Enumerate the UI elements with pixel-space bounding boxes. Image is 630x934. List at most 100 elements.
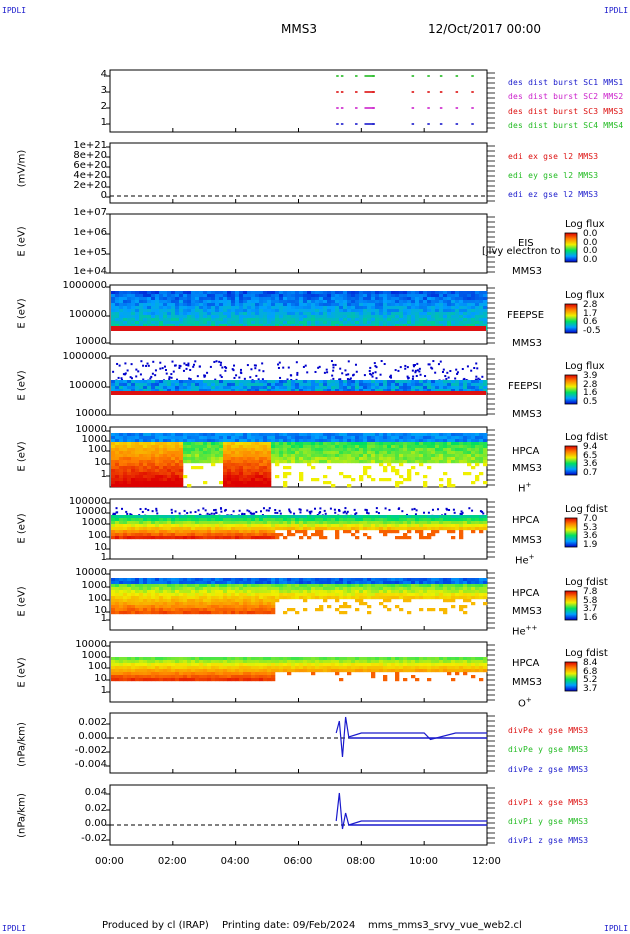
hpca_h-spectrum-cell	[367, 454, 372, 458]
hpca_he-spectrum-cell	[363, 521, 368, 525]
feepse-spectrum-cell	[459, 321, 464, 325]
feepse-spectrum-cell	[427, 321, 432, 325]
hpca_hepp-spectrum-cell	[247, 608, 252, 612]
hpca_hepp-spectrum-cell	[223, 593, 228, 597]
corner-label-top-left: IPDLI	[2, 6, 27, 15]
hpca_he-spectrum-cell	[199, 515, 204, 519]
hpca_hepp-spectrum-cell	[167, 590, 172, 594]
feepse-spectrum-cell	[183, 291, 188, 295]
hpca_hepp-spectrum-cell	[299, 581, 304, 585]
hpca_h-spectrum-cell	[171, 457, 176, 461]
hpca_h-spectrum-cell	[447, 484, 452, 488]
hpca_h-spectrum-cell	[203, 451, 208, 455]
feepsi-spectrum-cell	[331, 374, 334, 377]
hpca_h-spectrum-cell	[199, 448, 204, 452]
hpca_h-spectrum-cell	[143, 475, 148, 479]
hpca_h-spectrum-cell	[183, 442, 188, 446]
feepsi-spectrum-cell	[339, 386, 344, 390]
hpca_he-spectrum-cell	[175, 527, 180, 531]
hpca_he-spectrum-cell	[439, 524, 444, 528]
feepse-spectrum-cell	[163, 309, 168, 313]
hpca_he-spectrum-cell	[279, 533, 284, 537]
hpca_hepp-spectrum-cell	[147, 611, 152, 615]
hpca_h-spectrum-cell	[295, 442, 300, 446]
feepse-spectrum-cell	[435, 309, 440, 313]
hpca_h-spectrum-cell	[259, 448, 264, 452]
hpca_h-spectrum-cell	[183, 475, 188, 479]
hpca_hepp-spectrum-cell	[391, 596, 396, 600]
hpca_h-spectrum-cell	[239, 436, 244, 440]
hpca_h-spectrum-cell	[239, 439, 244, 443]
feepsi-spectrum-cell	[463, 389, 468, 393]
hpca_h-spectrum-cell	[183, 439, 188, 443]
hpca_he-spectrum-cell	[343, 515, 348, 519]
feepsi-spectrum-cell	[379, 380, 384, 384]
hpca_he-spectrum-cell	[307, 515, 312, 519]
feepse-spectrum-cell	[451, 294, 456, 298]
hpca_he-spectrum-cell	[179, 521, 184, 525]
feepsi-spectrum-cell	[227, 383, 232, 387]
feepsi-spectrum-cell	[363, 374, 366, 377]
hpca_hepp-spectrum-cell	[171, 584, 176, 588]
hpca_h-spectrum-cell	[143, 433, 148, 437]
hpca_he-spectrum-cell	[271, 518, 276, 522]
hpca_h-spectrum-cell	[359, 448, 364, 452]
hpca_hepp-spectrum-cell	[151, 584, 156, 588]
hpca_hepp-spectrum-cell	[399, 587, 404, 591]
feepsi-spectrum-cell	[339, 389, 344, 393]
feepse-spectrum-cell	[279, 294, 284, 298]
hpca_h-spectrum-cell	[391, 460, 396, 464]
hpca_h-spectrum-cell	[399, 451, 404, 455]
hpca_hepp-spectrum-cell	[327, 590, 332, 594]
hpca_h-spectrum-cell	[323, 442, 328, 446]
feepse-spectrum-cell	[475, 303, 480, 307]
feepse-spectrum-cell	[143, 291, 148, 295]
hpca_hepp-spectrum-cell	[163, 590, 168, 594]
feepsi-spectrum-cell	[131, 383, 136, 387]
hpca_h-spectrum-cell	[187, 448, 192, 452]
hpca_h-spectrum-cell	[395, 460, 400, 464]
feepse-spectrum-cell	[463, 312, 468, 316]
hpca_he-spectrum-cell	[263, 524, 268, 528]
hpca_h-spectrum-cell	[115, 469, 120, 473]
hpca_h-spectrum-cell	[187, 484, 192, 488]
hpca_he-spectrum-cell	[383, 530, 388, 534]
hpca_he-spectrum-cell	[451, 527, 456, 531]
hpca_hepp-spectrum-cell	[247, 599, 252, 603]
hpca_he-spectrum-cell	[279, 524, 284, 528]
hpca_he-spectrum-cell	[271, 530, 276, 534]
feepse-spectrum-cell	[179, 312, 184, 316]
hpca_hepp-spectrum-cell	[247, 587, 252, 591]
hpca_hepp-spectrum-cell	[203, 590, 208, 594]
hpca_h-spectrum-cell	[267, 478, 272, 482]
hpca-he-spectrum-cell	[308, 510, 311, 513]
hpca_h-spectrum-cell	[287, 436, 292, 440]
feepse-spectrum-cell	[387, 294, 392, 298]
hpca_hepp-spectrum-cell	[119, 596, 124, 600]
hpca_h-spectrum-cell	[251, 451, 256, 455]
hpca_he-spectrum-cell	[399, 515, 404, 519]
hpca_h-spectrum-cell	[483, 439, 488, 443]
hpca_he-spectrum-cell	[431, 518, 436, 522]
hpca_hepp-spectrum-cell	[199, 599, 204, 603]
hpca_he-spectrum-cell	[163, 518, 168, 522]
hpca_hepp-spectrum-cell	[207, 584, 212, 588]
hpca_h-spectrum-cell	[219, 481, 224, 485]
hpca_hepp-spectrum-cell	[211, 581, 216, 585]
feepse-spectrum-cell	[391, 312, 396, 316]
hpca_h-spectrum-cell	[155, 448, 160, 452]
feepsi-spectrum-cell	[399, 389, 404, 393]
hpca_he-spectrum-cell	[239, 533, 244, 537]
feepse-spectrum-cell	[479, 291, 484, 295]
feepsi-spectrum-cell	[267, 383, 272, 387]
hpca_he-spectrum-cell	[195, 530, 200, 534]
hpca_he-spectrum-cell	[243, 518, 248, 522]
feepsi-spectrum-cell	[112, 370, 115, 373]
feepsi-spectrum-cell	[416, 369, 419, 372]
feepsi-spectrum-cell	[224, 369, 227, 372]
feepsi-spectrum-cell	[455, 368, 458, 371]
hpca-he-spectrum-cell	[139, 508, 142, 511]
hpca_he-spectrum-cell	[115, 521, 120, 525]
feepse-spectrum-cell	[307, 309, 312, 313]
feepsi-spectrum-cell	[247, 380, 252, 384]
